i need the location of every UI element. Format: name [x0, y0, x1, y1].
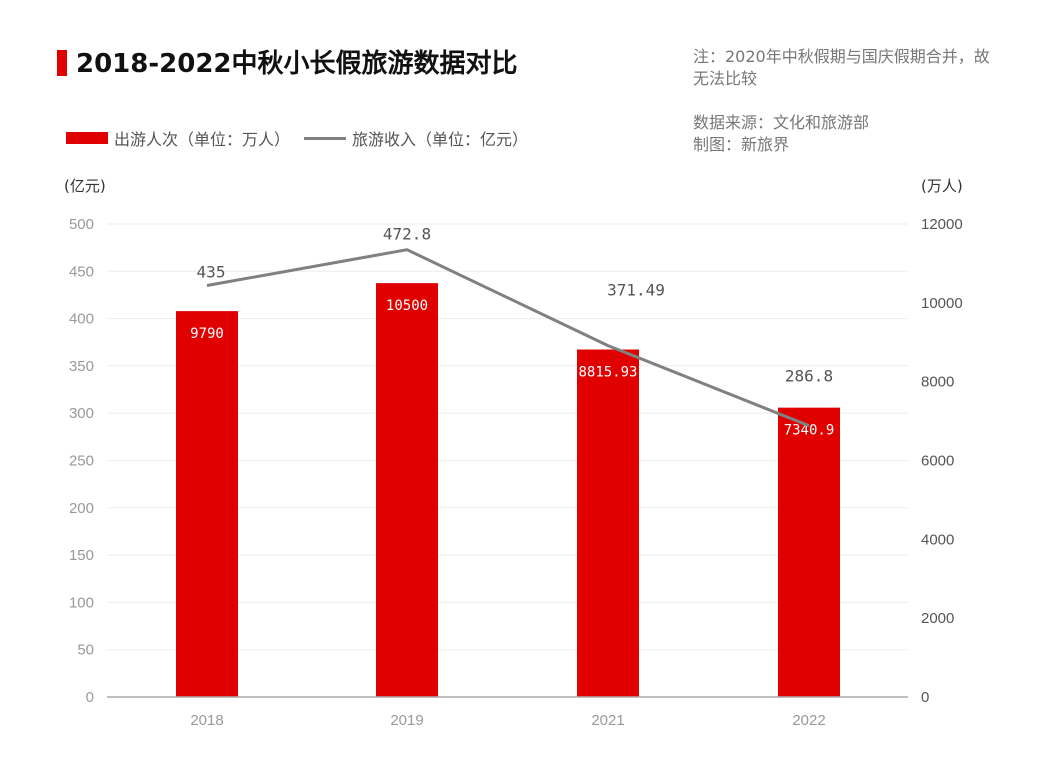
bar [176, 311, 238, 697]
legend-line-swatch [304, 136, 347, 140]
x-tick-label: 2018 [190, 712, 223, 729]
bar-data-label: 9790 [190, 326, 224, 342]
note-text: 注：2020年中秋假期与国庆假期合并，故无法比较 [693, 47, 990, 88]
right-tick-label: 4000 [921, 531, 954, 548]
left-tick-label: 400 [69, 311, 94, 328]
left-tick-label: 350 [69, 358, 94, 375]
right-tick-label: 0 [921, 689, 929, 706]
source-line: 数据来源：文化和旅游部 [693, 113, 870, 132]
left-tick-label: 200 [69, 500, 94, 517]
left-tick-label: 300 [69, 405, 94, 422]
right-tick-label: 12000 [921, 216, 963, 233]
line-data-label: 371.49 [607, 281, 665, 300]
left-tick-label: 50 [77, 642, 94, 659]
credit-line: 制图：新旅界 [693, 135, 790, 154]
title-accent-bar [57, 50, 67, 76]
bar [577, 349, 639, 697]
legend-line-label: 旅游收入（单位：亿元） [352, 130, 529, 149]
left-tick-label: 450 [69, 263, 94, 280]
right-tick-label: 10000 [921, 295, 963, 312]
line-data-label: 435 [197, 262, 226, 281]
legend-bar-swatch [66, 132, 108, 144]
left-tick-label: 500 [69, 216, 94, 233]
left-tick-label: 250 [69, 453, 94, 470]
left-axis-unit: (亿元) [64, 177, 106, 195]
bar [778, 407, 840, 697]
bar-data-label: 10500 [386, 298, 428, 314]
left-tick-label: 0 [86, 689, 94, 706]
source-note: 数据来源：文化和旅游部 制图：新旅界 [693, 112, 993, 156]
line-data-label: 286.8 [785, 367, 833, 386]
x-tick-label: 2021 [591, 712, 624, 729]
chart-title: 2018-2022中秋小长假旅游数据对比 [76, 49, 518, 79]
left-tick-label: 100 [69, 594, 94, 611]
x-tick-label: 2019 [390, 712, 423, 729]
left-tick-label: 150 [69, 547, 94, 564]
legend: 出游人次（单位：万人） 旅游收入（单位：亿元） [66, 126, 528, 150]
line-data-label: 472.8 [383, 225, 431, 244]
right-tick-label: 8000 [921, 374, 954, 391]
right-tick-label: 2000 [921, 610, 954, 627]
revenue-line [206, 248, 810, 428]
bar [376, 283, 438, 697]
bar-data-label: 8815.93 [578, 365, 637, 381]
right-tick-label: 6000 [921, 453, 954, 470]
legend-bar-label: 出游人次（单位：万人） [114, 130, 291, 149]
bar-data-label: 7340.9 [784, 423, 835, 439]
x-tick-label: 2022 [792, 712, 825, 729]
right-axis-unit: (万人) [921, 177, 963, 195]
